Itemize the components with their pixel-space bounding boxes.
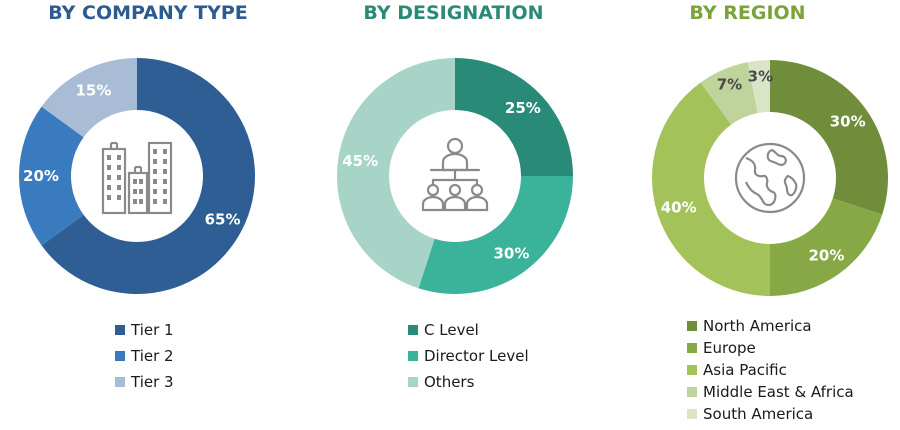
slice-europe [770, 198, 883, 296]
legend-label: Tier 3 [131, 373, 174, 391]
legend-swatch [687, 365, 697, 375]
region-donut: 30% 20% 40% 7% 3% [652, 60, 888, 296]
legend-swatch [408, 351, 418, 361]
legend-swatch [115, 377, 125, 387]
region-title: BY REGION [689, 2, 806, 24]
legend-item-asia-pacific: Asia Pacific [687, 359, 854, 381]
slice-c-level [455, 58, 573, 176]
data-label-tier-1: 65% [205, 211, 241, 229]
legend-label: Director Level [424, 347, 529, 365]
legend-label: C Level [424, 321, 479, 339]
presenter-audience-icon [421, 137, 489, 212]
buildings-icon [101, 141, 173, 215]
data-label-director-level: 30% [493, 245, 529, 263]
legend-label: Tier 2 [131, 347, 174, 365]
slice-asia-pacific [652, 82, 770, 296]
legend-item-middle-east-and-africa: Middle East & Africa [687, 381, 854, 403]
globe-icon [734, 142, 806, 214]
legend-item-tier-3: Tier 3 [115, 369, 174, 395]
data-label-asia-pacific: 40% [661, 199, 697, 217]
legend-item-c-level: C Level [408, 317, 529, 343]
legend-label: South America [703, 405, 814, 423]
legend-item-north-america: North America [687, 315, 854, 337]
region-legend: North America Europe Asia Pacific Middle Ea… [687, 315, 854, 425]
legend-label: Asia Pacific [703, 361, 787, 379]
data-label-middle-east-and-africa: 7% [717, 75, 742, 93]
legend-item-tier-2: Tier 2 [115, 343, 174, 369]
region-panel: BY REGION 30% 20% 40% 7% 3% North America Eur… [600, 0, 900, 430]
designation-title: BY DESIGNATION [363, 2, 544, 24]
legend-item-director-level: Director Level [408, 343, 529, 369]
slice-north-america [770, 60, 888, 215]
slice-tier-2 [18, 106, 84, 246]
legend-label: Tier 1 [131, 321, 174, 339]
company-type-title: BY COMPANY TYPE [48, 2, 248, 24]
legend-label: Others [424, 373, 475, 391]
legend-swatch [408, 377, 418, 387]
legend-label: Europe [703, 339, 756, 357]
legend-item-europe: Europe [687, 337, 854, 359]
data-label-tier-2: 20% [23, 167, 59, 185]
legend-swatch [115, 325, 125, 335]
designation-legend: C Level Director Level Others [408, 317, 529, 395]
legend-swatch [687, 343, 697, 353]
data-label-tier-3: 15% [75, 81, 111, 99]
company-type-donut: 65% 20% 15% [18, 58, 255, 295]
slice-tier-3 [41, 58, 137, 138]
slice-others [337, 58, 455, 289]
slice-middle-east-and-africa [700, 62, 758, 125]
legend-item-tier-1: Tier 1 [115, 317, 174, 343]
slice-director-level [418, 176, 573, 294]
legend-swatch [687, 321, 697, 331]
designation-donut: 25% 30% 45% [337, 58, 573, 294]
data-label-europe: 20% [808, 247, 844, 265]
legend-label: North America [703, 317, 812, 335]
legend-swatch [687, 387, 697, 397]
data-label-c-level: 25% [505, 99, 541, 117]
company-type-panel: BY COMPANY TYPE 65% 20% 15% Tier 1 Tier [0, 0, 300, 430]
legend-swatch [408, 325, 418, 335]
slice-tier-1 [41, 58, 255, 295]
data-label-others: 45% [342, 152, 378, 170]
data-label-south-america: 3% [748, 67, 773, 85]
slice-south-america [747, 60, 770, 114]
legend-swatch [115, 351, 125, 361]
data-label-north-america: 30% [830, 113, 866, 131]
legend-item-south-america: South America [687, 403, 854, 425]
designation-panel: BY DESIGNATION 25% 30% 45% C Level Director… [300, 0, 600, 430]
legend-label: Middle East & Africa [703, 383, 854, 401]
company-type-legend: Tier 1 Tier 2 Tier 3 [115, 317, 174, 395]
legend-swatch [687, 409, 697, 419]
legend-item-others: Others [408, 369, 529, 395]
